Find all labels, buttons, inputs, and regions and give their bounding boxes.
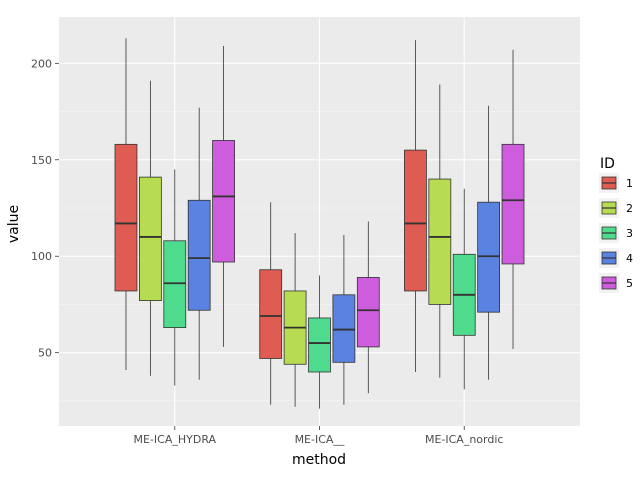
box-group	[283, 233, 307, 407]
box-group	[332, 235, 356, 405]
y-tick-label: 100	[31, 250, 52, 263]
box-group	[114, 38, 138, 371]
box	[404, 149, 427, 292]
box-group	[356, 221, 380, 394]
y-tick-label: 200	[31, 57, 52, 70]
box-group	[477, 105, 501, 380]
box	[259, 269, 283, 359]
box	[501, 143, 525, 265]
box-group	[452, 188, 476, 390]
y-axis: 50 100 150 200	[31, 57, 59, 360]
box-group	[428, 84, 452, 378]
legend: ID 1 2 3 4 5	[599, 156, 633, 293]
box	[308, 317, 331, 373]
y-tick-label: 150	[31, 154, 52, 167]
box-group	[259, 202, 283, 405]
box-group	[187, 107, 211, 380]
legend-title: ID	[600, 156, 615, 172]
box	[212, 140, 235, 263]
x-tick-label: ME-ICA_nordic	[425, 433, 503, 446]
box	[477, 201, 501, 313]
box	[163, 240, 187, 329]
box-group	[308, 275, 331, 409]
y-axis-title: value	[6, 205, 22, 243]
legend-label: 1	[626, 177, 633, 190]
legend-label: 2	[626, 202, 633, 215]
y-tick-label: 50	[38, 347, 52, 360]
box-group	[163, 169, 187, 386]
legend-label: 5	[626, 277, 633, 290]
legend-label: 3	[626, 227, 633, 240]
x-axis: ME-ICA_HYDRA ME-ICA__ ME-ICA_nordic	[134, 426, 503, 446]
x-axis-title: method	[292, 452, 346, 468]
box-group	[212, 45, 235, 347]
box	[138, 176, 162, 301]
box	[187, 199, 211, 311]
box	[332, 294, 356, 363]
x-tick-label: ME-ICA_HYDRA	[134, 433, 217, 446]
box-group	[404, 40, 427, 372]
x-tick-label: ME-ICA__	[295, 433, 345, 446]
box-group	[138, 80, 162, 376]
legend-label: 4	[626, 252, 633, 265]
box	[114, 143, 138, 292]
boxes	[114, 38, 525, 409]
box-group	[501, 49, 525, 349]
box	[428, 178, 452, 305]
box	[356, 277, 380, 348]
